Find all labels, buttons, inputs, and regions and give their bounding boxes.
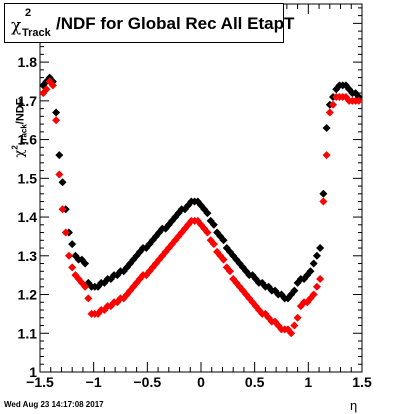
data-point-series-2 (309, 290, 318, 299)
data-point-series-1 (52, 108, 61, 117)
data-point-series-2 (55, 170, 64, 179)
y-axis-label: χ2Track/NDF (0, 99, 40, 158)
y-tick-label: 1.4 (18, 209, 38, 225)
x-tick-label: 0 (197, 374, 205, 390)
title-symbol: χ 2 Track (11, 6, 57, 42)
ylabel-superscript: 2 (10, 145, 20, 150)
x-axis-label: η (350, 398, 358, 413)
data-point-series-2 (52, 116, 61, 125)
title-superscript: 2 (25, 7, 32, 19)
data-point-series-2 (155, 255, 164, 264)
y-tick-label: 1.2 (18, 287, 38, 303)
x-tick-label: −0.5 (134, 374, 162, 390)
data-point-series-2 (325, 108, 334, 117)
data-point-series-2 (354, 96, 363, 105)
y-tick-label: 1.7 (18, 93, 38, 109)
y-tick-label: 1.3 (18, 248, 38, 264)
x-tick-label: 0.5 (245, 374, 265, 390)
x-tick-label: −1 (86, 374, 102, 390)
data-point-series-1 (219, 236, 228, 245)
data-point-series-2 (287, 329, 296, 338)
data-point-series-2 (203, 228, 212, 237)
y-tick-label: 1.1 (18, 325, 38, 341)
x-tick-label: −1.5 (26, 374, 54, 390)
y-tick-label: 1.6 (18, 132, 38, 148)
data-point-series-1 (55, 151, 64, 160)
data-point-series-1 (290, 286, 299, 295)
plot-frame (39, 3, 363, 373)
data-point-series-2 (64, 251, 73, 260)
y-tick-label: 1.5 (18, 170, 38, 186)
data-point-series-2 (293, 313, 302, 322)
x-tick-label: 1 (304, 374, 312, 390)
data-point-series-2 (48, 81, 57, 90)
data-point-series-2 (290, 321, 299, 330)
chart-title: /NDF for Global Rec All EtapT (56, 14, 295, 33)
y-tick-label: 1.8 (18, 54, 38, 70)
data-point-series-2 (209, 240, 218, 249)
data-point-series-2 (316, 275, 325, 284)
title-subscript: Track (22, 27, 51, 39)
data-point-series-2 (319, 197, 328, 206)
timestamp: Wed Aug 23 14:17:08 2017 (4, 400, 104, 409)
title-chi: χ (11, 16, 22, 36)
data-point-series-2 (42, 85, 51, 94)
data-point-series-1 (203, 209, 212, 218)
data-point-series-1 (306, 267, 315, 276)
data-point-series-1 (129, 255, 138, 264)
data-point-series-2 (322, 151, 331, 160)
data-point-series-2 (225, 267, 234, 276)
data-point-series-1 (312, 251, 321, 260)
data-point-series-1 (58, 178, 67, 187)
data-point-series-2 (329, 100, 338, 109)
data-point-series-2 (84, 294, 93, 303)
ylabel-chi: χ (12, 149, 28, 158)
data-point-series-1 (81, 259, 90, 268)
data-point-series-2 (68, 263, 77, 272)
data-point-series-1 (209, 220, 218, 229)
data-point-series-1 (309, 259, 318, 268)
data-point-series-2 (312, 282, 321, 291)
ylabel-subscript: Track (19, 124, 29, 146)
x-tick-label: 1.5 (352, 374, 372, 390)
y-tick-label: 1 (29, 364, 37, 380)
ylabel-text: /NDF (14, 98, 27, 125)
data-point-series-1 (316, 244, 325, 253)
data-point-series-1 (322, 123, 331, 132)
data-point-series-2 (81, 282, 90, 291)
title-box: χ 2 Track /NDF for Global Rec All EtapT (4, 3, 294, 43)
data-point-series-1 (319, 189, 328, 198)
data-point-series-2 (219, 255, 228, 264)
data-point-series-2 (58, 205, 67, 214)
data-point-series-2 (61, 228, 70, 237)
data-point-series-1 (68, 240, 77, 249)
